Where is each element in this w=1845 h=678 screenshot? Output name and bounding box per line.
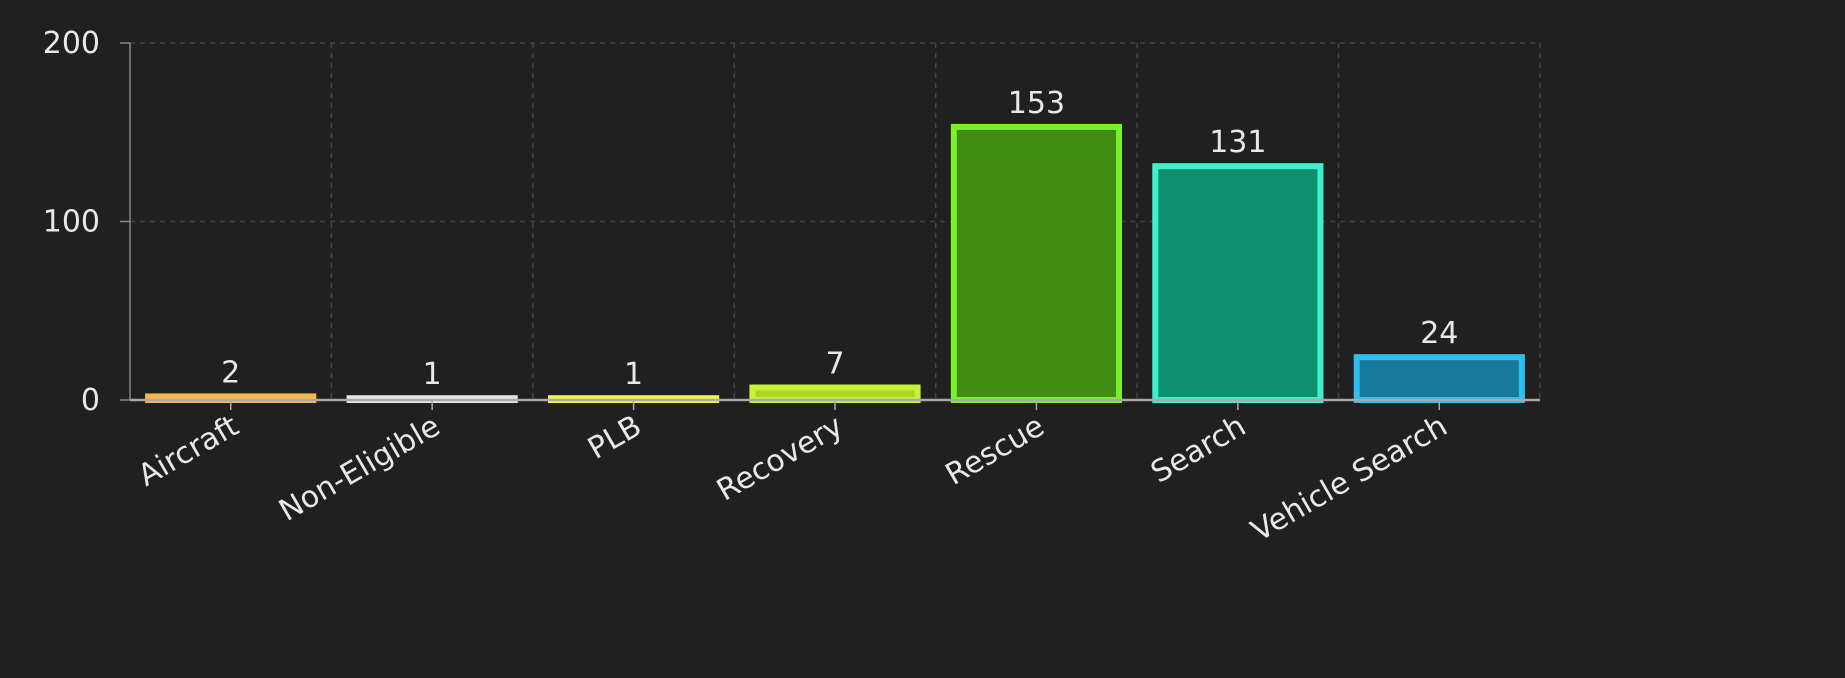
data-label: 24 [1420, 316, 1458, 351]
y-tick-label: 200 [43, 26, 100, 61]
y-tick-label: 0 [81, 383, 100, 418]
data-label: 1 [624, 357, 643, 392]
bar [749, 384, 921, 404]
bar [950, 123, 1123, 404]
data-label: 2 [221, 355, 240, 390]
bar [1353, 354, 1525, 404]
data-label: 7 [825, 347, 844, 382]
data-label: 153 [1008, 86, 1065, 121]
y-tick-label: 100 [43, 205, 100, 240]
data-label: 1 [423, 357, 442, 392]
bar [1152, 163, 1324, 403]
data-label: 131 [1209, 125, 1266, 160]
